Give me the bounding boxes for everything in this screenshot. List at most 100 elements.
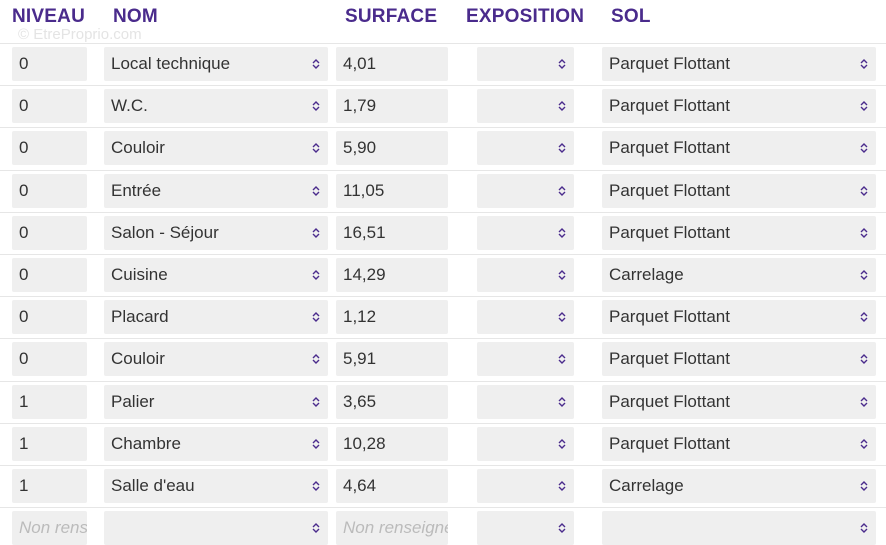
- row-separator: [0, 380, 886, 382]
- select-arrow: [558, 143, 566, 154]
- input[interactable]: 1: [12, 469, 87, 503]
- select-arrow: [860, 185, 868, 196]
- input[interactable]: 10,28: [336, 426, 448, 461]
- input[interactable]: 14,29: [336, 258, 448, 292]
- column-header: NOM: [113, 6, 158, 27]
- input[interactable]: 4,01: [336, 47, 448, 81]
- input[interactable]: 0: [12, 342, 87, 377]
- select-arrow: [312, 101, 320, 112]
- select-arrow: [860, 396, 868, 407]
- select-arrow: [558, 101, 566, 112]
- select[interactable]: Parquet Flottant: [602, 215, 876, 250]
- select[interactable]: Couloir: [104, 131, 328, 166]
- select[interactable]: Palier: [104, 384, 328, 419]
- select[interactable]: Couloir: [104, 342, 328, 377]
- select[interactable]: Parquet Flottant: [602, 426, 876, 461]
- select[interactable]: [477, 300, 574, 335]
- select[interactable]: Carrelage: [602, 469, 876, 503]
- input[interactable]: 0: [12, 215, 87, 250]
- select[interactable]: Parquet Flottant: [602, 173, 876, 208]
- select[interactable]: [477, 131, 574, 166]
- row-separator: [0, 338, 886, 340]
- select-arrow: [860, 312, 868, 323]
- select-arrow: [558, 438, 566, 449]
- row-separator: [0, 422, 886, 424]
- select[interactable]: [477, 469, 574, 503]
- select-arrow: [860, 354, 868, 365]
- column-header: SURFACE: [345, 6, 438, 27]
- select-arrow: [860, 438, 868, 449]
- select-arrow: [312, 59, 320, 69]
- select-arrow: [860, 270, 868, 280]
- select[interactable]: [104, 511, 328, 545]
- input[interactable]: 0: [12, 258, 87, 292]
- row-separator: [0, 465, 886, 466]
- row-separator: [0, 85, 886, 87]
- select[interactable]: Parquet Flottant: [602, 342, 876, 377]
- watermark: © EtreProprio.com: [18, 26, 142, 43]
- select-arrow: [558, 185, 566, 196]
- select-arrow: [312, 523, 320, 534]
- select-arrow: [860, 101, 868, 112]
- select-arrow: [312, 354, 320, 365]
- select[interactable]: Parquet Flottant: [602, 300, 876, 335]
- select[interactable]: [602, 511, 876, 545]
- input[interactable]: 5,90: [336, 131, 448, 166]
- input[interactable]: 16,51: [336, 215, 448, 250]
- select[interactable]: [477, 47, 574, 81]
- input[interactable]: Non renseigné: [336, 511, 448, 545]
- select[interactable]: Local technique: [104, 47, 328, 81]
- select[interactable]: Chambre: [104, 426, 328, 461]
- select[interactable]: Parquet Flottant: [602, 131, 876, 166]
- select[interactable]: [477, 511, 574, 545]
- select[interactable]: Parquet Flottant: [602, 89, 876, 124]
- select-arrow: [312, 312, 320, 323]
- select-arrow: [558, 59, 566, 69]
- input[interactable]: 1,79: [336, 89, 448, 124]
- select[interactable]: Cuisine: [104, 258, 328, 292]
- select[interactable]: Salle d'eau: [104, 469, 328, 503]
- input[interactable]: 0: [12, 89, 87, 124]
- row-separator: [0, 211, 886, 213]
- input[interactable]: 5,91: [336, 342, 448, 377]
- select[interactable]: [477, 426, 574, 461]
- input[interactable]: 4,64: [336, 469, 448, 503]
- input[interactable]: 1,12: [336, 300, 448, 335]
- row-separator: [0, 254, 886, 255]
- input[interactable]: Non renseigné: [12, 511, 87, 545]
- input[interactable]: 1: [12, 426, 87, 461]
- page: © EtreProprio.com (() => { const data = …: [0, 6, 886, 545]
- select-arrow: [860, 481, 868, 491]
- select[interactable]: W.C.: [104, 89, 328, 124]
- input[interactable]: 0: [12, 173, 87, 208]
- select-arrow: [558, 312, 566, 323]
- select[interactable]: [477, 215, 574, 250]
- select[interactable]: [477, 384, 574, 419]
- select-arrow: [860, 227, 868, 238]
- input[interactable]: 1: [12, 384, 87, 419]
- select-arrow: [558, 354, 566, 365]
- column-header: NIVEAU: [12, 6, 85, 27]
- select-arrow: [860, 143, 868, 154]
- select-arrow: [312, 481, 320, 491]
- column-header: EXPOSITION: [466, 6, 585, 27]
- column-header: SOL: [611, 6, 651, 27]
- select[interactable]: [477, 342, 574, 377]
- input[interactable]: 0: [12, 300, 87, 335]
- select[interactable]: Placard: [104, 300, 328, 335]
- select[interactable]: Salon - Séjour: [104, 215, 328, 250]
- select[interactable]: Entrée: [104, 173, 328, 208]
- input[interactable]: 3,65: [336, 384, 448, 419]
- select[interactable]: Carrelage: [602, 258, 876, 292]
- select-arrow: [558, 227, 566, 238]
- row-separator: [0, 296, 886, 298]
- select[interactable]: Parquet Flottant: [602, 384, 876, 419]
- select[interactable]: [477, 258, 574, 292]
- input[interactable]: 0: [12, 47, 87, 81]
- select[interactable]: [477, 173, 574, 208]
- select-arrow: [312, 143, 320, 154]
- select[interactable]: Parquet Flottant: [602, 47, 876, 81]
- select[interactable]: [477, 89, 574, 124]
- input[interactable]: 0: [12, 131, 87, 166]
- input[interactable]: 11,05: [336, 173, 448, 208]
